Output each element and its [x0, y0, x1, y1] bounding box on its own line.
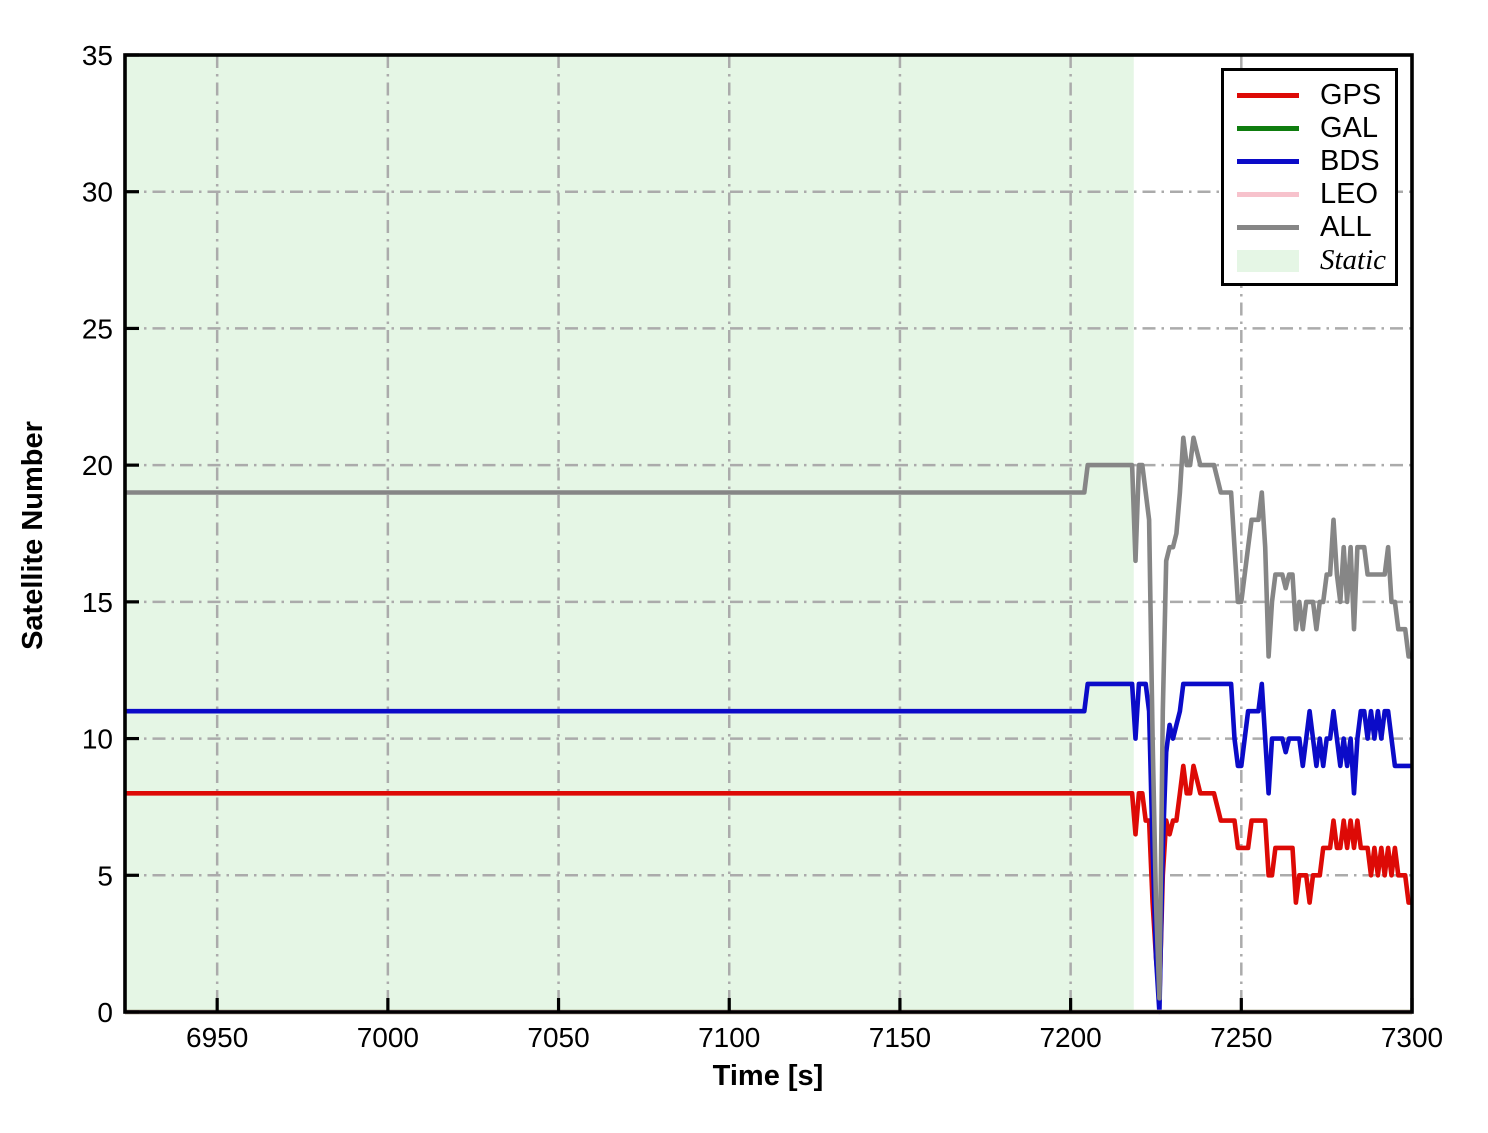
x-tick-label-7100: 7100: [698, 1022, 760, 1053]
legend-label-static: Static: [1320, 244, 1387, 276]
legend-item-all: ALL: [1224, 211, 1395, 244]
legend-label-leo: LEO: [1320, 178, 1379, 210]
y-tick-label-0: 0: [97, 997, 113, 1028]
legend-line-swatch-bds: [1237, 159, 1299, 164]
x-tick-label-7200: 7200: [1039, 1022, 1101, 1053]
x-tick-label-7150: 7150: [869, 1022, 931, 1053]
series-line-all: [125, 435, 1412, 1001]
legend-patch-swatch-static: [1237, 249, 1299, 272]
x-axis-title-text: Time [s]: [712, 1060, 824, 1092]
legend-label-gal: GAL: [1320, 112, 1379, 144]
legend-item-gal: GAL: [1224, 112, 1395, 145]
legend-label-all: ALL: [1320, 211, 1372, 243]
legend: GPS GAL BDS LEO ALL Static: [1221, 68, 1398, 286]
legend-item-bds: BDS: [1224, 145, 1395, 178]
legend-item-leo: LEO: [1224, 178, 1395, 211]
legend-line-swatch-all: [1237, 225, 1299, 230]
x-tick-label-7000: 7000: [357, 1022, 419, 1053]
legend-label-gps: GPS: [1320, 79, 1382, 111]
axes-spines: [123, 53, 1414, 1014]
x-tick-label-6950: 6950: [186, 1022, 248, 1053]
static-region: [125, 55, 1134, 1012]
legend-line-swatch-gal: [1237, 126, 1299, 131]
legend-item-static: Static: [1224, 244, 1395, 277]
y-tick-label-5: 5: [97, 860, 113, 891]
y-tick-label-35: 35: [82, 40, 113, 71]
y-tick-label-15: 15: [82, 587, 113, 618]
y-tick-label-20: 20: [82, 450, 113, 481]
x-axis-title: Time [s]: [0, 1060, 1488, 1093]
x-tick-label-7050: 7050: [527, 1022, 589, 1053]
y-axis-title: Satellite Number: [17, 57, 50, 1014]
x-tick-label-7300: 7300: [1381, 1022, 1443, 1053]
y-tick-label-25: 25: [82, 313, 113, 344]
legend-line-swatch-leo: [1237, 192, 1299, 197]
y-axis-title-text: Satellite Number: [17, 421, 49, 650]
y-tick-label-30: 30: [82, 177, 113, 208]
x-tick-label-7250: 7250: [1210, 1022, 1272, 1053]
y-tick-label-10: 10: [82, 724, 113, 755]
legend-item-gps: GPS: [1224, 79, 1395, 112]
legend-line-swatch-gps: [1237, 93, 1299, 98]
legend-label-bds: BDS: [1320, 145, 1380, 177]
